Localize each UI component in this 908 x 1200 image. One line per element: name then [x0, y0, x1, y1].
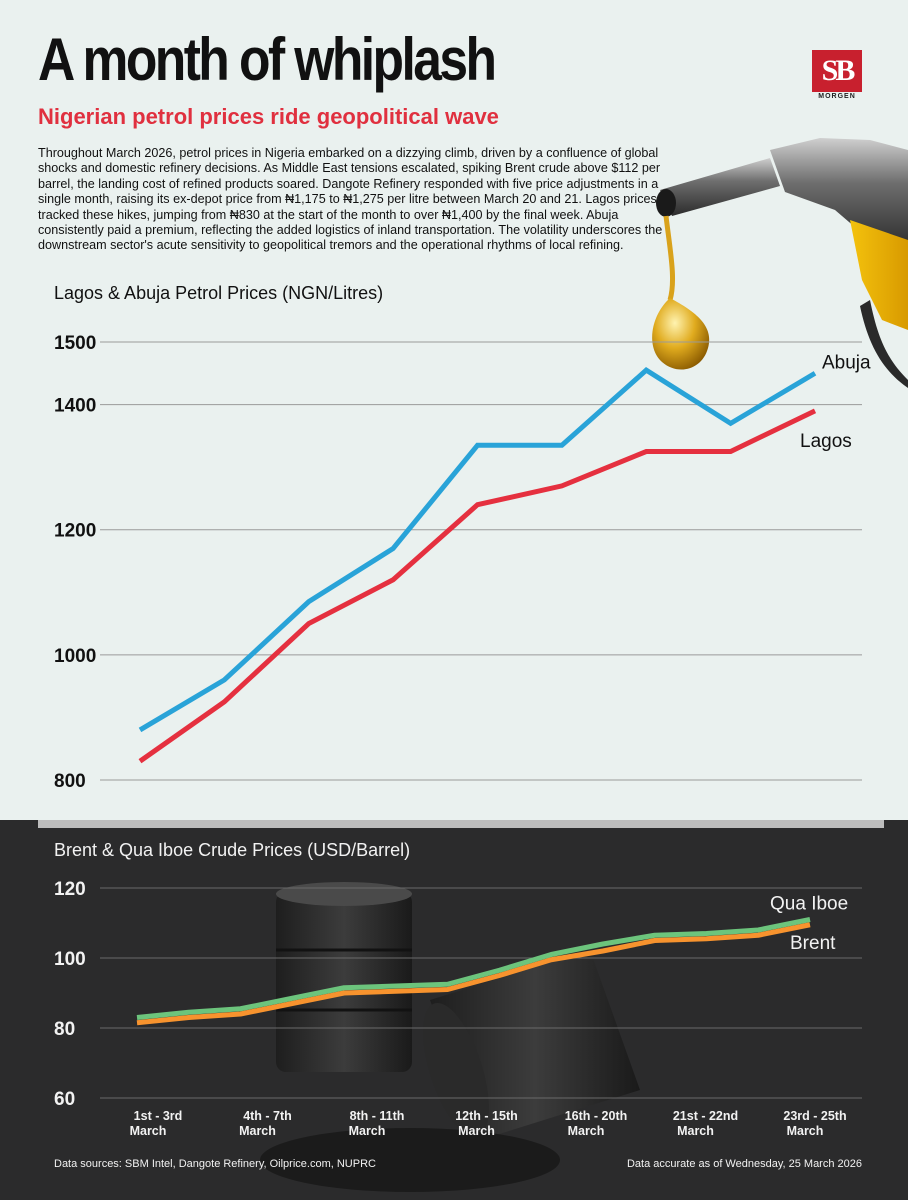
y-tick-label: 1500 — [54, 333, 96, 354]
series-label-qua-iboe: Qua Iboe — [770, 894, 848, 915]
subheadline: Nigerian petrol prices ride geopolitical… — [38, 104, 499, 129]
x-tick-label: 4th - 7th March — [239, 1109, 292, 1138]
series-line-abuja — [138, 367, 817, 733]
x-tick-label: 21st - 22nd March — [673, 1109, 738, 1138]
x-tick-label: 23rd - 25th March — [783, 1109, 846, 1138]
crude-section-background — [0, 820, 908, 1200]
x-tick-label: 12th - 15th March — [455, 1109, 518, 1138]
logo-initials: SB — [812, 50, 862, 92]
footer-date: Data accurate as of Wednesday, 25 March … — [626, 1158, 862, 1170]
series-label-lagos: Lagos — [800, 431, 852, 452]
crude-price-chart: 120 100 80 60 1st - 3rd March 4th - 7th March 8t… — [54, 879, 862, 1138]
footer-sources: Data sources: SBM Intel, Dangote Refiner… — [54, 1158, 376, 1170]
x-tick-label: 1st - 3rd March — [130, 1109, 183, 1138]
y-tick-label: 100 — [54, 949, 86, 970]
oil-barrel-icon — [260, 882, 640, 1192]
series-label-abuja: Abuja — [822, 352, 871, 373]
sb-morgen-logo: SB MORGEN — [812, 50, 862, 100]
x-tick-label: 8th - 11th March — [349, 1109, 405, 1138]
series-line-lagos — [138, 408, 817, 764]
x-tick-label: 16th - 20th March — [565, 1109, 628, 1138]
section-divider — [38, 820, 884, 828]
y-tick-label: 1000 — [54, 646, 96, 667]
logo-sub: MORGEN — [818, 93, 856, 100]
y-tick-label: 800 — [54, 771, 86, 792]
y-tick-label: 1200 — [54, 521, 96, 542]
series-label-brent: Brent — [790, 933, 836, 954]
y-tick-label: 80 — [54, 1019, 75, 1040]
y-tick-label: 60 — [54, 1089, 75, 1110]
series-line-qua-iboe — [136, 917, 811, 1020]
intro-paragraph: Throughout March 2026, petrol prices in … — [38, 146, 663, 253]
petrol-chart-title: Lagos & Abuja Petrol Prices (NGN/Litres) — [54, 283, 384, 303]
y-tick-label: 1400 — [54, 396, 96, 417]
headline: A month of whiplash — [38, 26, 497, 93]
crude-chart-title: Brent & Qua Iboe Crude Prices (USD/Barre… — [54, 840, 411, 860]
fuel-nozzle-icon — [652, 138, 908, 388]
y-tick-label: 120 — [54, 879, 86, 900]
series-line-brent — [136, 922, 811, 1026]
petrol-price-chart: 1500 1400 1200 1000 800 Abuja Lagos — [54, 333, 871, 792]
